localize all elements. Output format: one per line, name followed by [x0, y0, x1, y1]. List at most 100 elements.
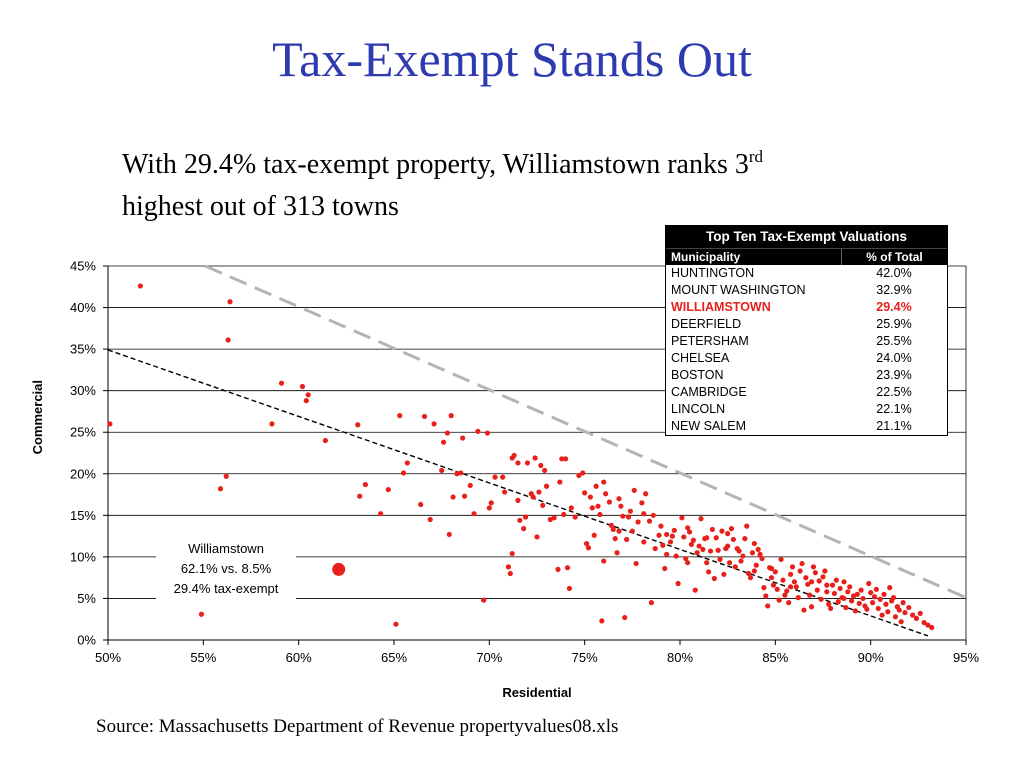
data-point [768, 575, 775, 581]
data-point [810, 564, 817, 570]
data-point [662, 565, 668, 572]
data-point [540, 502, 546, 508]
table-cell-percent: 24.0% [876, 351, 912, 365]
data-point [845, 589, 851, 595]
table-cell-municipality: LINCOLN [671, 402, 726, 416]
data-point [887, 585, 893, 591]
data-point [746, 570, 752, 577]
data-point [707, 548, 714, 554]
x-tick-label: 65% [381, 650, 407, 665]
source-note: Source: Massachusetts Department of Reve… [96, 716, 619, 737]
data-point [582, 490, 588, 496]
data-point [625, 514, 632, 520]
data-point [892, 614, 899, 620]
data-point [805, 581, 811, 587]
data-point [841, 579, 847, 585]
data-point [770, 582, 777, 588]
data-point [660, 542, 666, 548]
table-cell-municipality: BOSTON [671, 368, 724, 382]
data-point [355, 422, 361, 428]
data-point [898, 619, 904, 625]
data-point [921, 619, 927, 626]
data-point [595, 503, 601, 509]
y-tick-label: 10% [70, 549, 96, 564]
data-point [646, 518, 653, 524]
data-point [658, 523, 664, 529]
data-point [641, 511, 647, 517]
data-point [667, 539, 674, 545]
table-cell-percent: 32.9% [876, 283, 912, 297]
table-cell-percent: 42.0% [876, 266, 912, 280]
data-point [820, 574, 826, 580]
data-point [521, 526, 527, 532]
data-point [461, 493, 468, 499]
data-point [551, 515, 557, 521]
data-point [633, 560, 639, 567]
data-point [450, 494, 456, 500]
data-point [357, 493, 363, 499]
x-tick-label: 55% [190, 650, 216, 665]
slide-title: Tax-Exempt Stands Out [272, 31, 752, 87]
data-point [765, 603, 771, 609]
data-point [738, 558, 744, 564]
data-point [269, 421, 275, 427]
table-cell-municipality: NEW SALEM [671, 419, 747, 433]
y-tick-label: 20% [70, 466, 96, 481]
data-point [685, 525, 691, 531]
data-point [589, 505, 595, 511]
data-point [847, 584, 853, 590]
y-tick-label: 25% [70, 425, 96, 440]
data-point [225, 337, 231, 343]
data-point [217, 486, 224, 492]
data-point [856, 600, 862, 607]
data-point [906, 604, 912, 611]
data-point [587, 494, 593, 500]
data-point [713, 535, 719, 541]
data-point [749, 550, 756, 556]
data-point [776, 597, 782, 603]
data-point [572, 514, 578, 520]
data-point [629, 528, 635, 534]
data-point [791, 579, 798, 585]
data-point [852, 608, 859, 614]
data-point [685, 560, 691, 566]
data-point [686, 529, 693, 535]
data-point [736, 548, 742, 554]
data-point [385, 486, 391, 493]
data-point [576, 472, 582, 479]
data-point [843, 604, 849, 611]
williamstown-point [332, 562, 346, 576]
data-point [393, 621, 399, 627]
data-point [511, 452, 517, 459]
data-point [854, 591, 860, 597]
data-point [555, 566, 561, 572]
y-tick-label: 5% [77, 591, 96, 606]
y-tick-label: 0% [77, 633, 96, 648]
data-point [849, 598, 855, 604]
x-tick-label: 75% [572, 650, 598, 665]
data-point [543, 483, 550, 489]
data-point [833, 577, 839, 583]
data-point [822, 568, 828, 574]
data-point [881, 591, 887, 597]
data-point [610, 526, 616, 533]
y-tick-label: 45% [70, 259, 96, 274]
data-point [740, 553, 746, 559]
data-point [564, 565, 571, 571]
data-point [803, 575, 809, 581]
data-point [753, 562, 759, 568]
data-point [828, 605, 834, 612]
data-point [711, 575, 717, 582]
data-point [501, 489, 508, 495]
x-tick-label: 70% [476, 650, 502, 665]
x-tick-label: 90% [858, 650, 884, 665]
data-point [709, 526, 716, 533]
data-point [807, 592, 813, 598]
table-cell-municipality: DEERFIELD [671, 317, 742, 331]
data-point [751, 568, 757, 574]
data-point [444, 430, 450, 436]
data-point [690, 537, 696, 543]
data-point [566, 585, 573, 592]
data-point [440, 439, 447, 445]
data-point [635, 519, 641, 525]
